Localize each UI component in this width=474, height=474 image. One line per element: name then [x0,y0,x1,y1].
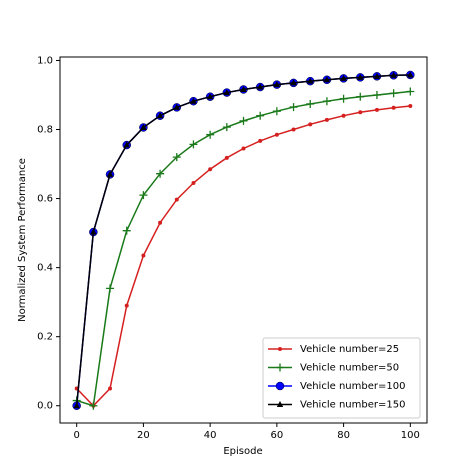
marker [206,93,214,100]
marker [256,83,264,90]
y-tick-label: 0.8 [37,125,53,136]
marker [122,226,131,235]
marker [272,107,281,116]
marker [256,111,265,120]
marker [407,71,414,78]
y-tick-label: 0.6 [37,194,53,205]
x-tick-label: 60 [270,430,283,441]
marker [340,74,347,81]
marker [139,191,148,200]
marker [389,89,398,98]
marker [258,138,263,143]
marker [390,71,397,78]
legend-label: Vehicle number=25 [300,344,399,355]
marker [141,253,146,258]
marker [191,181,196,186]
marker [291,127,296,132]
marker [373,72,381,79]
marker [156,169,165,178]
marker [274,132,279,137]
x-tick-label: 40 [204,430,217,441]
x-tick-label: 80 [337,430,350,441]
marker [307,77,314,84]
legend-label: Vehicle number=100 [300,381,405,392]
marker [308,122,313,127]
marker [239,116,248,125]
marker [90,228,97,235]
marker [108,386,113,391]
marker [241,146,246,151]
marker [372,90,381,99]
legend-label: Vehicle number=50 [300,363,399,374]
marker [140,123,147,130]
marker [324,117,329,122]
x-tick-label: 20 [137,430,150,441]
marker [174,197,179,202]
marker [106,284,115,293]
marker [123,141,130,148]
marker [290,79,297,86]
marker [358,110,363,115]
legend: Vehicle number=25 Vehicle number=50 Vehicl… [262,337,421,419]
marker [172,153,181,162]
marker [224,155,229,160]
marker [306,99,315,108]
marker [374,107,379,112]
y-axis-label: Normalized System Performance [17,158,28,322]
marker [89,401,98,410]
marker [341,113,346,118]
marker [356,92,365,101]
legend-box [262,337,421,419]
marker [156,112,164,119]
y-tick-label: 0.2 [37,332,53,343]
marker [408,104,413,109]
marker [124,303,129,308]
legend-label: Vehicle number=150 [300,400,405,411]
marker [322,97,331,106]
marker [357,73,364,80]
marker [223,89,231,96]
marker [323,76,331,83]
marker [273,81,281,88]
marker [190,97,197,104]
plot-frame [59,56,428,424]
marker [206,130,215,139]
marker [276,363,284,372]
marker [339,94,348,103]
marker [189,140,198,149]
marker [158,220,163,225]
marker [289,103,298,112]
marker [275,381,285,391]
y-tick-label: 0.4 [37,263,53,274]
x-axis-label: Episode [223,446,262,457]
marker [240,85,247,92]
marker [406,87,415,96]
marker [276,401,284,407]
marker [106,170,114,177]
marker [73,402,80,409]
marker [208,167,213,172]
x-tick-label: 100 [401,430,420,441]
x-tick-label: 0 [73,430,79,441]
y-tick-label: 0.0 [37,401,53,412]
marker [173,103,180,110]
marker [278,347,282,351]
y-tick-label: 1.0 [37,55,53,66]
marker [222,123,231,132]
marker [391,105,396,110]
